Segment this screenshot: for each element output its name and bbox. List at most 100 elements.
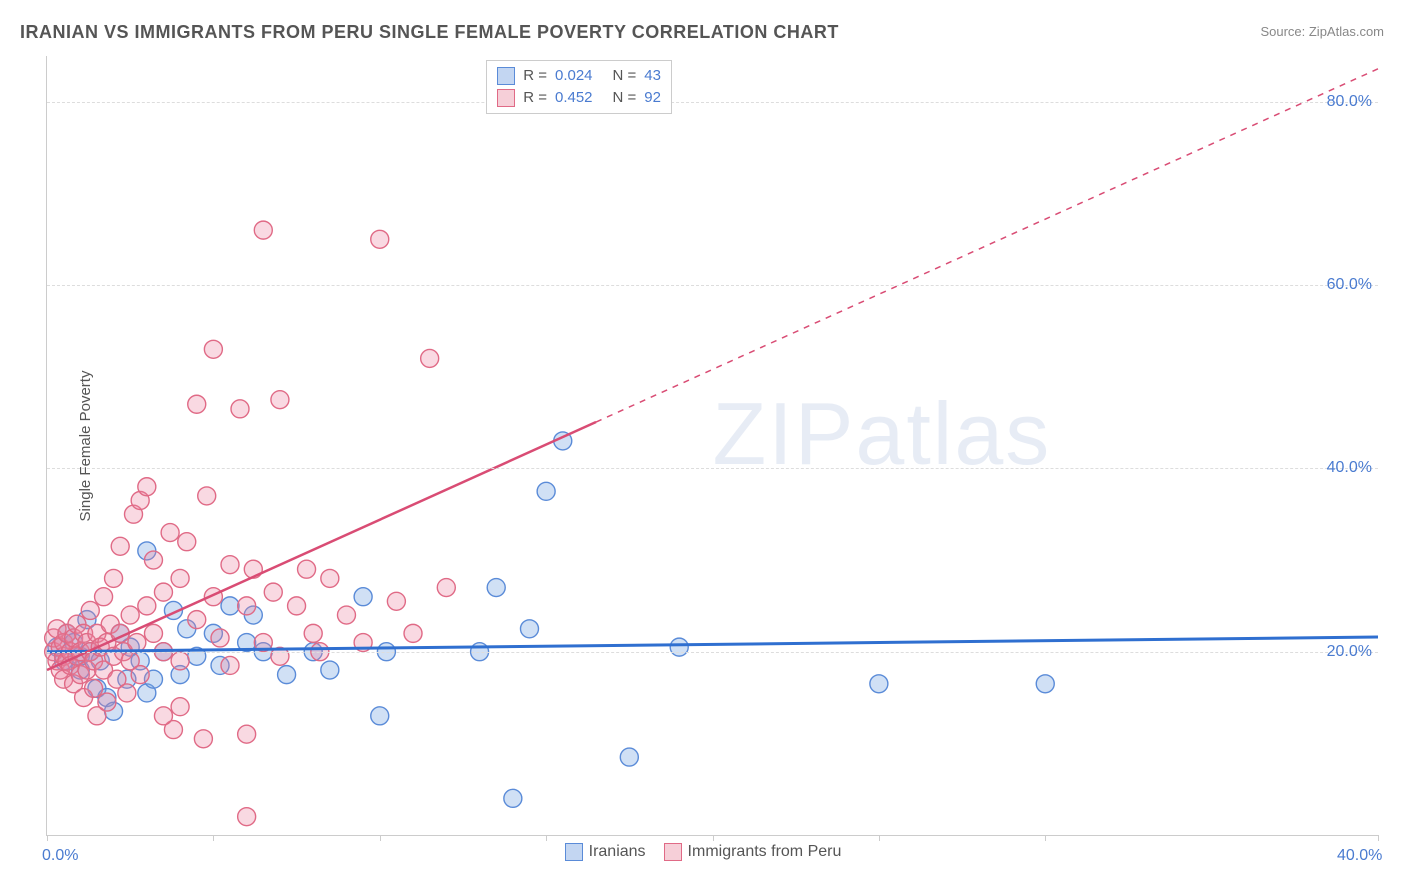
- data-point: [118, 684, 136, 702]
- data-point: [1036, 675, 1054, 693]
- chart-title: IRANIAN VS IMMIGRANTS FROM PERU SINGLE F…: [20, 22, 839, 43]
- legend-swatch: [664, 843, 682, 861]
- data-point: [670, 638, 688, 656]
- data-point: [161, 524, 179, 542]
- data-point: [171, 698, 189, 716]
- data-point: [288, 597, 306, 615]
- gridline: [47, 285, 1378, 286]
- data-point: [264, 583, 282, 601]
- data-point: [154, 583, 172, 601]
- data-point: [178, 533, 196, 551]
- x-tick-mark: [380, 835, 381, 841]
- data-point: [238, 597, 256, 615]
- y-tick-label: 40.0%: [1327, 459, 1372, 477]
- data-point: [537, 482, 555, 500]
- data-point: [278, 666, 296, 684]
- legend-swatch: [497, 89, 515, 107]
- data-point: [138, 478, 156, 496]
- data-point: [128, 634, 146, 652]
- data-point: [238, 808, 256, 826]
- data-point: [520, 620, 538, 638]
- y-tick-label: 20.0%: [1327, 643, 1372, 661]
- data-point: [304, 624, 322, 642]
- series-label: Immigrants from Peru: [688, 843, 842, 861]
- data-point: [198, 487, 216, 505]
- legend-row: R = 0.024 N = 43: [497, 65, 661, 87]
- data-point: [111, 537, 129, 555]
- data-point: [371, 707, 389, 725]
- legend-n-label: N =: [613, 65, 637, 87]
- data-point: [298, 560, 316, 578]
- x-tick-mark: [546, 835, 547, 841]
- gridline: [47, 468, 1378, 469]
- series-legend-item: Iranians: [565, 843, 646, 861]
- series-label: Iranians: [589, 843, 646, 861]
- y-tick-label: 60.0%: [1327, 276, 1372, 294]
- gridline: [47, 102, 1378, 103]
- data-point: [204, 340, 222, 358]
- data-point: [138, 597, 156, 615]
- data-point: [188, 395, 206, 413]
- data-point: [254, 221, 272, 239]
- data-point: [487, 579, 505, 597]
- data-point: [271, 391, 289, 409]
- data-point: [221, 556, 239, 574]
- data-point: [121, 606, 139, 624]
- data-point: [221, 597, 239, 615]
- legend-swatch: [497, 67, 515, 85]
- trend-line-extrapolated: [596, 69, 1378, 422]
- legend-swatch: [565, 843, 583, 861]
- legend-r-label: R =: [523, 65, 547, 87]
- data-point: [85, 679, 103, 697]
- y-tick-label: 80.0%: [1327, 93, 1372, 111]
- data-point: [387, 592, 405, 610]
- x-tick-mark: [1045, 835, 1046, 841]
- data-point: [620, 748, 638, 766]
- data-point: [437, 579, 455, 597]
- data-point: [421, 349, 439, 367]
- data-point: [171, 569, 189, 587]
- x-tick-mark: [213, 835, 214, 841]
- legend-n-value: 43: [644, 65, 661, 87]
- correlation-legend: R = 0.024 N = 43 R = 0.452 N = 92: [486, 60, 672, 114]
- x-tick-mark: [713, 835, 714, 841]
- data-point: [870, 675, 888, 693]
- legend-r-value: 0.452: [555, 87, 593, 109]
- data-point: [211, 629, 229, 647]
- legend-n-value: 92: [644, 87, 661, 109]
- legend-row: R = 0.452 N = 92: [497, 87, 661, 109]
- x-tick-label: 40.0%: [1337, 847, 1382, 865]
- data-point: [188, 611, 206, 629]
- data-point: [321, 569, 339, 587]
- source-attribution: Source: ZipAtlas.com: [1260, 24, 1384, 39]
- data-point: [81, 601, 99, 619]
- chart-plot-area: ZIPatlas R = 0.024N = 43R = 0.452N = 92 …: [46, 56, 1378, 836]
- data-point: [504, 789, 522, 807]
- series-legend-item: Immigrants from Peru: [664, 843, 842, 861]
- data-point: [105, 569, 123, 587]
- legend-r-label: R =: [523, 87, 547, 109]
- data-point: [194, 730, 212, 748]
- data-point: [221, 656, 239, 674]
- series-legend: Iranians Immigrants from Peru: [0, 843, 1406, 861]
- scatter-plot-svg: [47, 56, 1378, 835]
- gridline: [47, 652, 1378, 653]
- data-point: [321, 661, 339, 679]
- legend-r-value: 0.024: [555, 65, 593, 87]
- x-tick-mark: [879, 835, 880, 841]
- data-point: [231, 400, 249, 418]
- data-point: [371, 230, 389, 248]
- data-point: [154, 707, 172, 725]
- data-point: [144, 551, 162, 569]
- x-tick-mark: [47, 835, 48, 841]
- data-point: [171, 652, 189, 670]
- data-point: [98, 693, 116, 711]
- data-point: [404, 624, 422, 642]
- data-point: [238, 725, 256, 743]
- data-point: [95, 588, 113, 606]
- x-tick-mark: [1378, 835, 1379, 841]
- legend-n-label: N =: [613, 87, 637, 109]
- data-point: [144, 624, 162, 642]
- data-point: [337, 606, 355, 624]
- data-point: [131, 666, 149, 684]
